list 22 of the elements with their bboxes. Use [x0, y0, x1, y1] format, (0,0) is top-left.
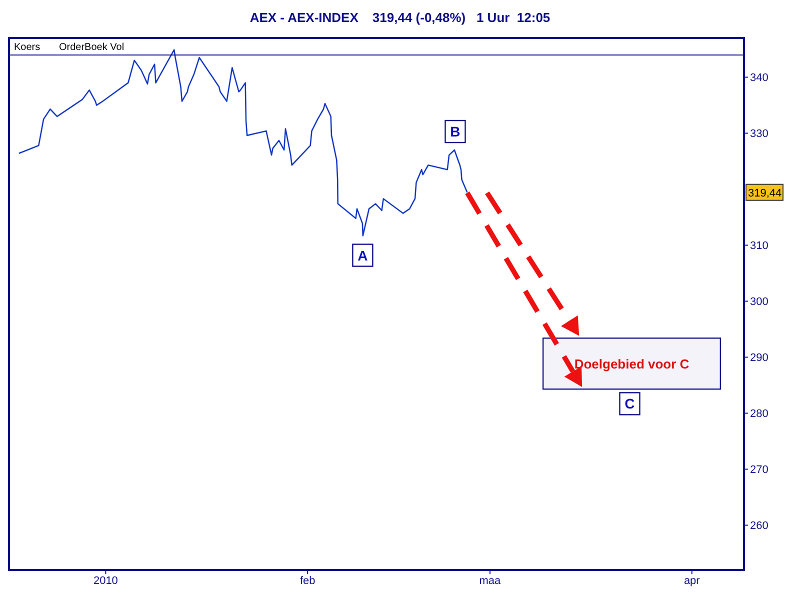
x-tick-label: feb	[300, 574, 316, 587]
line-series	[18, 49, 468, 236]
y-tick-label: 340	[750, 72, 768, 84]
y-tick-label: 300	[750, 296, 768, 308]
x-tick-label: maa	[479, 574, 502, 587]
y-tick-label: 270	[750, 464, 768, 476]
annotation: C	[624, 396, 635, 412]
annotation: OrderBoek Vol	[59, 42, 124, 53]
y-tick-label: 260	[750, 520, 768, 532]
annotation: A	[358, 247, 368, 264]
annotation: Koers	[14, 42, 40, 53]
chart-subtitle: 319,44 (-0,48%) 1 Uur 12:05	[372, 10, 550, 25]
chart-title: AEX - AEX-INDEX	[250, 10, 358, 25]
y-tick-label: 330	[750, 128, 768, 140]
annotation: B	[450, 124, 460, 140]
y-tick-label: 310	[750, 240, 768, 252]
band-label: Doelgebied voor C	[574, 356, 690, 372]
y-tick-label: 290	[750, 352, 768, 364]
x-tick-label: 2010	[93, 574, 118, 587]
annotation: 319,44	[748, 187, 782, 200]
y-tick-label: 280	[750, 408, 768, 420]
x-tick-label: apr	[684, 574, 700, 587]
